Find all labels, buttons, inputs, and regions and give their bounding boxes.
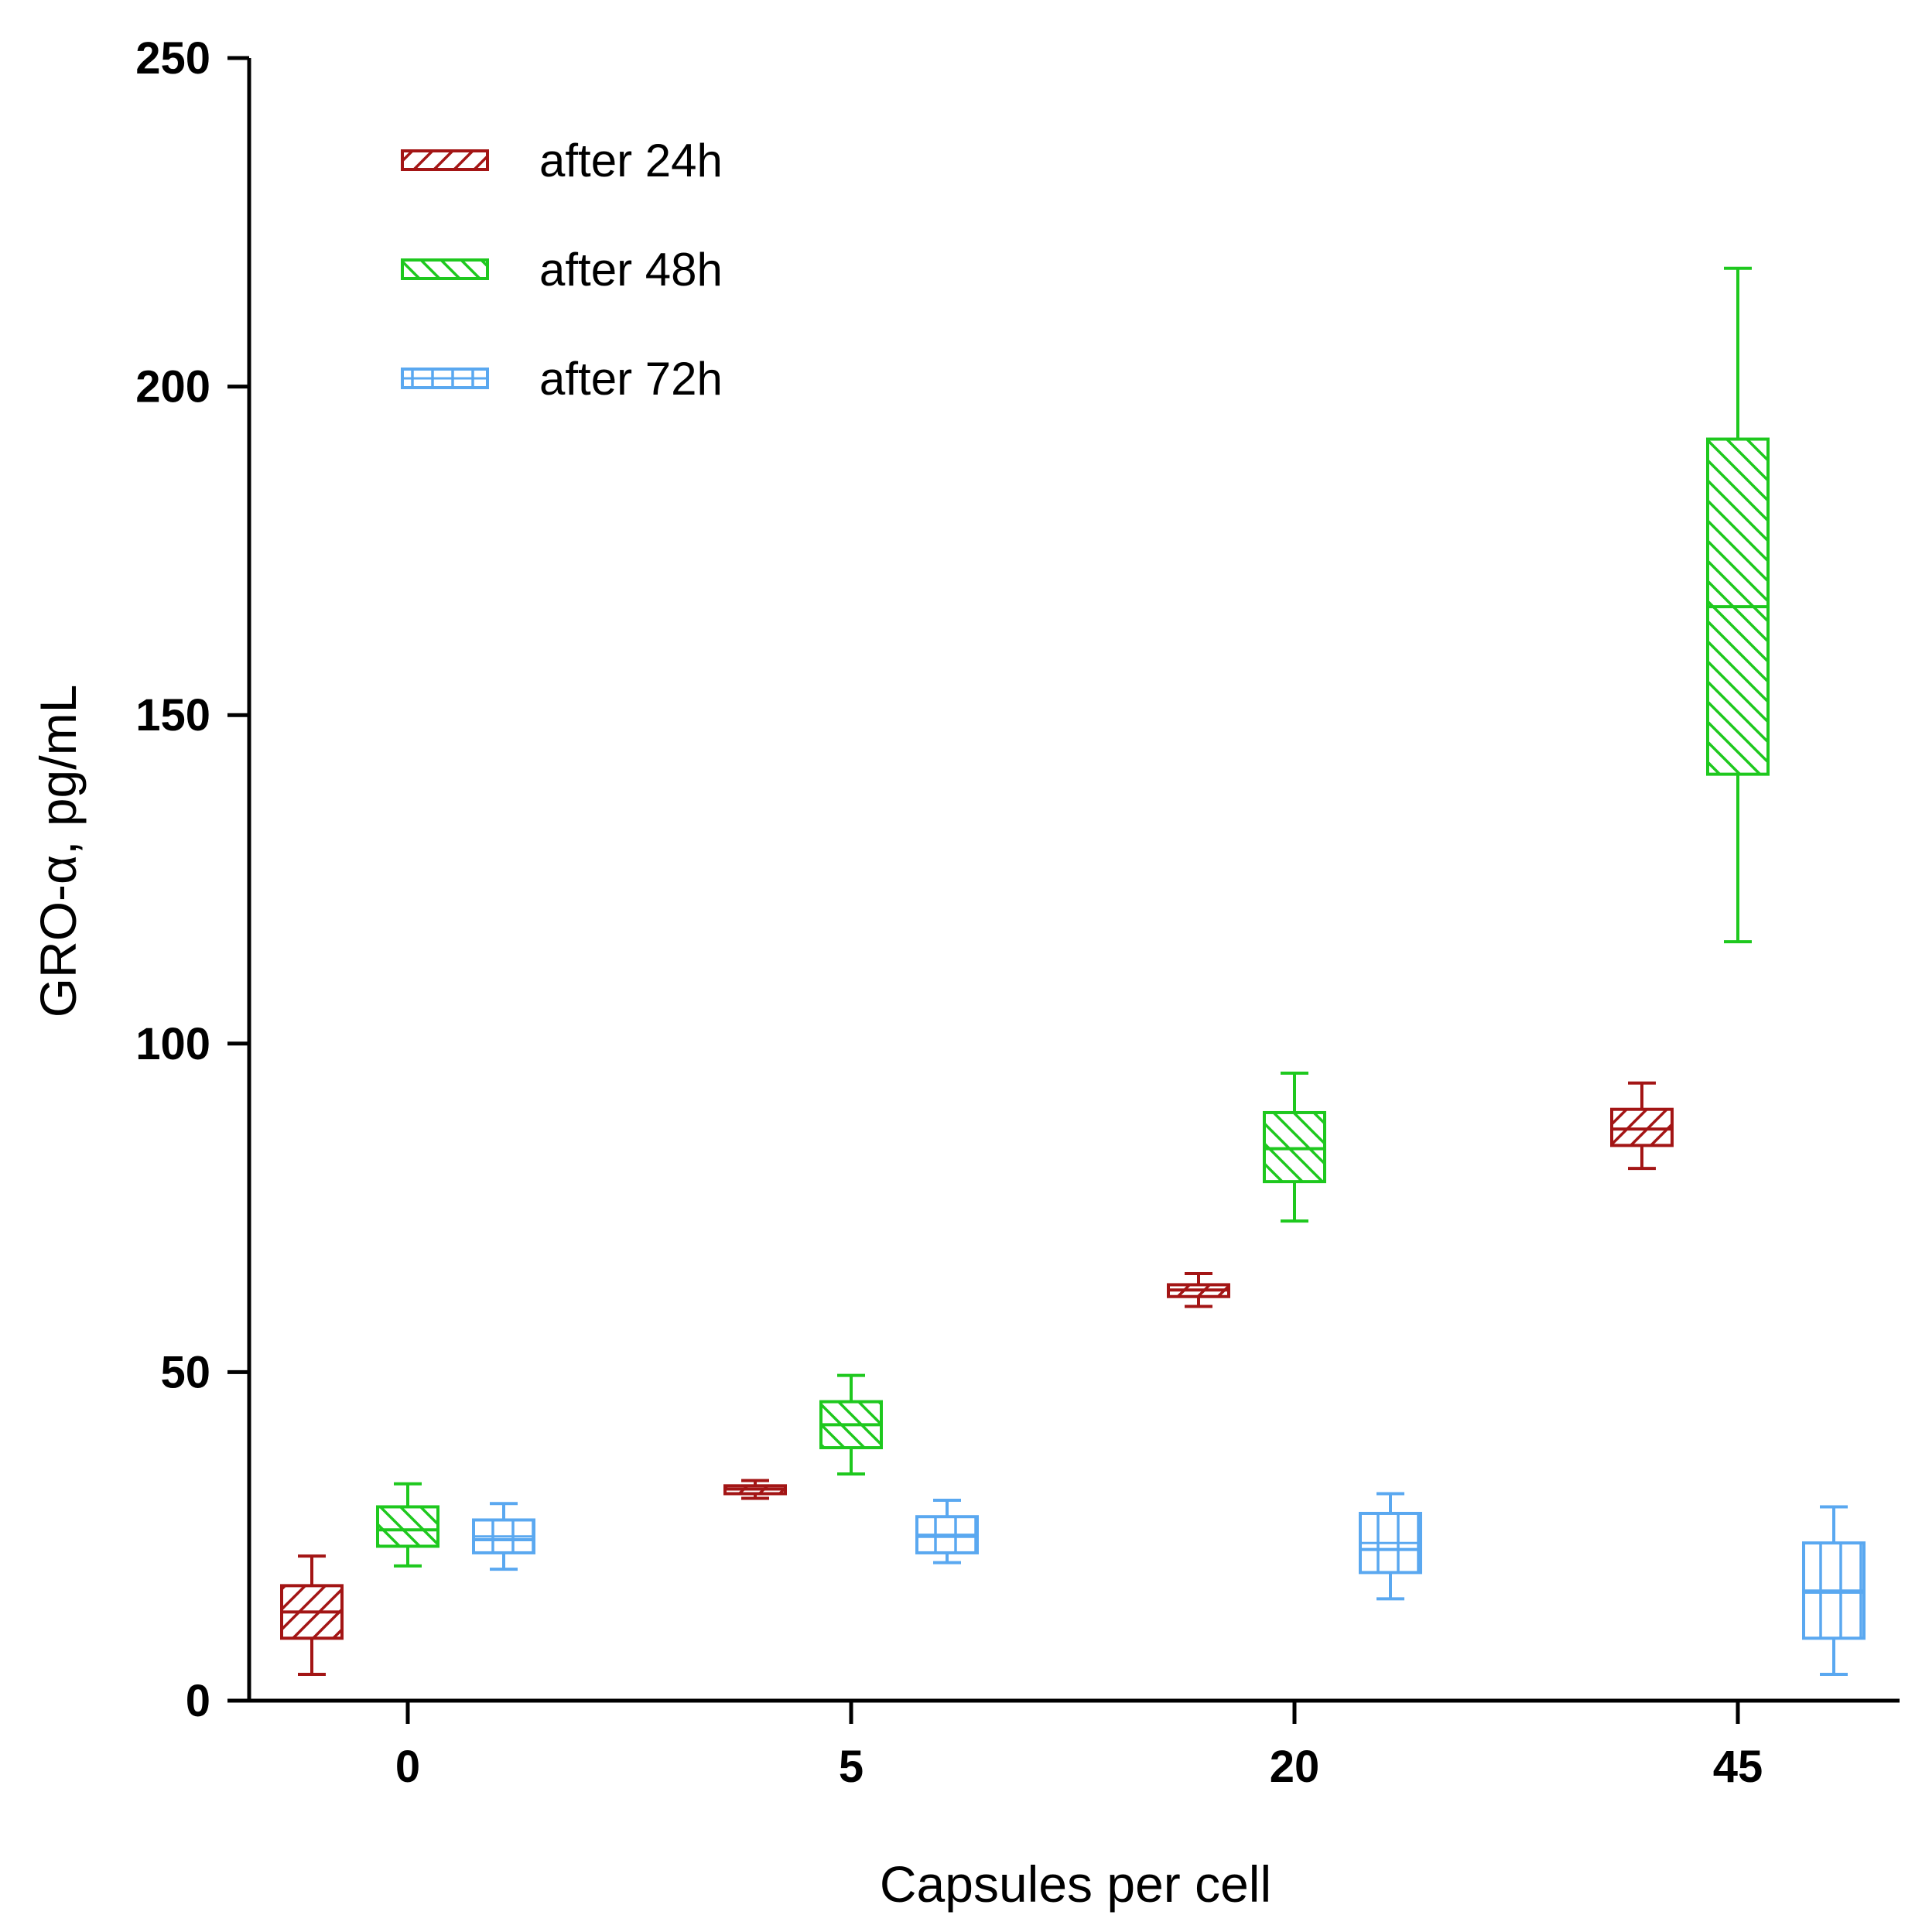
x-tick-label: 20 (1270, 1742, 1320, 1792)
box-after-24h-45 (1610, 1081, 1674, 1171)
legend-label: after 48h (539, 244, 723, 296)
y-tick-label: 250 (135, 33, 210, 84)
x-tick-label: 5 (839, 1742, 864, 1792)
box-after-72h-0 (472, 1502, 535, 1571)
y-tick-label: 100 (135, 1019, 210, 1069)
y-tick-label: 50 (160, 1347, 210, 1397)
legend-swatch (401, 258, 489, 280)
x-tick-label: 0 (395, 1742, 420, 1792)
legend-label: after 72h (539, 353, 723, 405)
x-tick-label: 45 (1713, 1742, 1763, 1792)
y-tick-label: 200 (135, 362, 210, 412)
box-after-72h-20 (1359, 1492, 1422, 1601)
box-after-72h-5 (915, 1498, 979, 1564)
x-axis-title: Capsules per cell (880, 1855, 1271, 1913)
box-after-48h-45 (1706, 266, 1770, 944)
y-axis-title: GRO-α, pg/mL (29, 685, 87, 1018)
box-after-48h-0 (376, 1482, 439, 1568)
box-after-24h-5 (723, 1479, 787, 1500)
y-tick-label: 150 (135, 690, 210, 740)
box-after-72h-45 (1802, 1505, 1866, 1677)
box-after-24h-0 (280, 1554, 344, 1677)
y-tick-label: 0 (186, 1676, 210, 1726)
legend-swatch (401, 149, 489, 171)
legend-label: after 24h (539, 135, 723, 186)
box-after-24h-20 (1167, 1272, 1230, 1308)
legend: after 24h after 48h after 72h (401, 135, 723, 405)
box-after-48h-20 (1263, 1072, 1326, 1223)
box-after-48h-5 (819, 1373, 883, 1476)
